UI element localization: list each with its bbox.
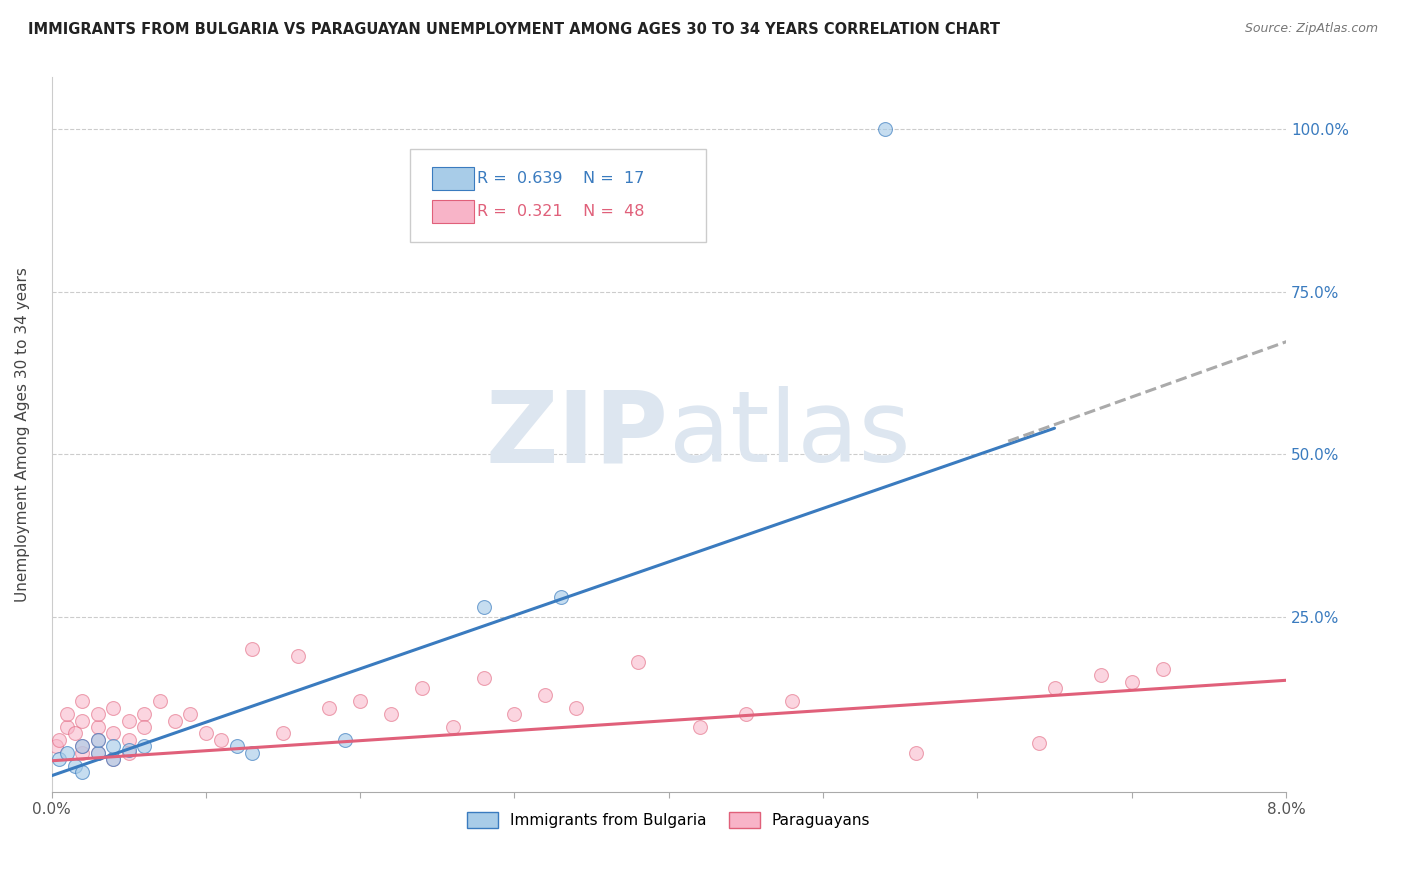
Point bbox=[627, 655, 650, 669]
Point bbox=[45, 739, 67, 754]
Point bbox=[72, 739, 94, 754]
Point bbox=[735, 706, 758, 721]
Point bbox=[103, 752, 125, 766]
Point bbox=[103, 726, 125, 740]
Point bbox=[271, 726, 294, 740]
Point bbox=[48, 733, 70, 747]
Point bbox=[550, 590, 572, 604]
Point bbox=[1028, 736, 1050, 750]
Point bbox=[118, 746, 141, 760]
Point bbox=[380, 706, 402, 721]
Point bbox=[103, 739, 125, 754]
FancyBboxPatch shape bbox=[432, 167, 474, 190]
Point bbox=[87, 746, 110, 760]
Y-axis label: Unemployment Among Ages 30 to 34 years: Unemployment Among Ages 30 to 34 years bbox=[15, 268, 30, 602]
Point bbox=[87, 733, 110, 747]
Point bbox=[72, 739, 94, 754]
Point bbox=[87, 720, 110, 734]
Point bbox=[72, 714, 94, 728]
Point bbox=[56, 746, 79, 760]
Point bbox=[287, 648, 309, 663]
Text: IMMIGRANTS FROM BULGARIA VS PARAGUAYAN UNEMPLOYMENT AMONG AGES 30 TO 34 YEARS CO: IMMIGRANTS FROM BULGARIA VS PARAGUAYAN U… bbox=[28, 22, 1000, 37]
Point bbox=[349, 694, 371, 708]
Point bbox=[87, 733, 110, 747]
Point bbox=[194, 726, 217, 740]
Point bbox=[240, 746, 263, 760]
Point bbox=[103, 700, 125, 714]
Point bbox=[56, 720, 79, 734]
Point bbox=[411, 681, 433, 695]
Point bbox=[318, 700, 340, 714]
Point bbox=[63, 759, 86, 773]
Point bbox=[1121, 674, 1143, 689]
Point bbox=[179, 706, 201, 721]
Point bbox=[333, 733, 356, 747]
Point bbox=[1043, 681, 1066, 695]
Point bbox=[534, 688, 557, 702]
Text: R =  0.639    N =  17: R = 0.639 N = 17 bbox=[478, 170, 645, 186]
Point bbox=[163, 714, 186, 728]
Point bbox=[56, 706, 79, 721]
Point bbox=[472, 671, 495, 685]
Point bbox=[132, 739, 155, 754]
Point bbox=[689, 720, 711, 734]
Point bbox=[63, 726, 86, 740]
Point bbox=[118, 714, 141, 728]
Point bbox=[503, 706, 526, 721]
Point bbox=[472, 599, 495, 614]
Point bbox=[441, 720, 464, 734]
Point bbox=[118, 733, 141, 747]
Point bbox=[72, 694, 94, 708]
Point bbox=[565, 700, 588, 714]
FancyBboxPatch shape bbox=[432, 201, 474, 223]
Point bbox=[132, 720, 155, 734]
Text: ZIP: ZIP bbox=[486, 386, 669, 483]
Point bbox=[209, 733, 232, 747]
Text: atlas: atlas bbox=[669, 386, 910, 483]
Point bbox=[780, 694, 803, 708]
Point bbox=[72, 765, 94, 780]
Point bbox=[87, 706, 110, 721]
FancyBboxPatch shape bbox=[409, 149, 706, 242]
Point bbox=[240, 642, 263, 657]
Point bbox=[904, 746, 927, 760]
Point bbox=[148, 694, 170, 708]
Point bbox=[1152, 661, 1174, 675]
Point bbox=[72, 746, 94, 760]
Legend: Immigrants from Bulgaria, Paraguayans: Immigrants from Bulgaria, Paraguayans bbox=[461, 806, 876, 834]
Point bbox=[118, 743, 141, 757]
Point bbox=[225, 739, 247, 754]
Point bbox=[48, 752, 70, 766]
Point bbox=[1090, 668, 1112, 682]
Text: Source: ZipAtlas.com: Source: ZipAtlas.com bbox=[1244, 22, 1378, 36]
Point bbox=[103, 752, 125, 766]
Point bbox=[873, 122, 896, 136]
Text: R =  0.321    N =  48: R = 0.321 N = 48 bbox=[478, 204, 645, 219]
Point bbox=[132, 706, 155, 721]
Point bbox=[87, 746, 110, 760]
